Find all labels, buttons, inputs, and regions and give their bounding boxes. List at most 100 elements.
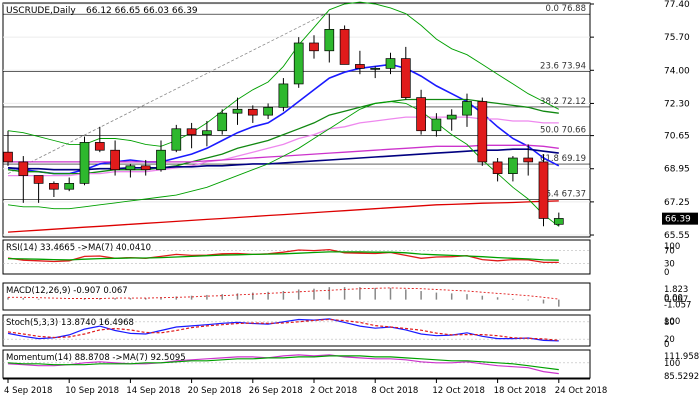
- candle-2: [33, 175, 44, 203]
- candle-0: [3, 130, 13, 166]
- overlay-line-7: [7, 101, 560, 227]
- stoch-series-0: [7, 318, 559, 342]
- price-tick-label: 77.40: [664, 0, 690, 10]
- price-tick-label: 75.70: [664, 33, 690, 43]
- indicator-tick-label: 80: [664, 318, 675, 328]
- candle-body: [140, 165, 151, 171]
- price-panel-border: [2, 2, 591, 238]
- stoch-panel-border: [2, 314, 591, 347]
- candle-36: [553, 212, 564, 227]
- candle-25: [385, 52, 396, 75]
- fib-label: 38.2 72.12: [540, 97, 586, 107]
- candle-body: [293, 42, 304, 85]
- date-tick-label: 2 Oct 2018: [310, 386, 357, 396]
- momentum-series-0: [7, 354, 559, 375]
- rsi-series-1: [7, 251, 559, 261]
- candle-body: [492, 161, 503, 174]
- date-tick-label: 4 Sep 2018: [4, 386, 52, 396]
- candle-5: [79, 136, 90, 186]
- rsi-panel-border: [2, 239, 591, 275]
- candle-body: [370, 67, 381, 70]
- indicator-tick-label: 85.5292: [664, 372, 699, 382]
- indicator-tick-label: 0.067: [664, 295, 688, 305]
- candle-31: [477, 97, 488, 166]
- candle-22: [339, 25, 350, 65]
- candle-body: [508, 157, 518, 174]
- candle-body: [64, 183, 75, 190]
- overlay-line-5: [7, 200, 559, 233]
- candle-15: [232, 97, 243, 125]
- candle-16: [247, 105, 258, 123]
- momentum-panel: 111.9587100 85.5292 Momentum(14) 88.8708 …: [2, 349, 700, 382]
- candle-body: [232, 108, 243, 114]
- candle-29: [446, 109, 457, 131]
- candle-9: [140, 159, 151, 176]
- candle-20: [309, 35, 319, 59]
- candle-18: [278, 78, 289, 112]
- date-tick-label: 18 Oct 2018: [494, 386, 547, 396]
- candle-30: [462, 93, 472, 127]
- fib-label: 50.0 70.66: [540, 125, 586, 135]
- momentum-lines: [3, 354, 590, 375]
- candle-body: [355, 64, 365, 69]
- indicator-tick-label: 0.00: [664, 293, 683, 303]
- candle-12: [186, 122, 197, 149]
- macd-label: MACD(12,26,9) -0.907 0.067: [6, 286, 128, 296]
- indicator-tick-label: -1.057: [664, 300, 691, 310]
- date-tick-label: 10 Sep 2018: [65, 386, 119, 396]
- candle-17: [263, 103, 273, 120]
- rsi-lines: [3, 248, 590, 264]
- indicator-tick-label: 100: [664, 359, 680, 369]
- momentum-panel-border: [2, 349, 591, 379]
- indicator-tick-label: 100: [664, 317, 680, 327]
- fib-label: 0.0 76.88: [545, 4, 586, 14]
- fib-label: 61.8 69.19: [540, 154, 586, 164]
- candle-24: [370, 66, 381, 79]
- candle-32: [492, 158, 503, 182]
- momentum-series-1: [7, 355, 559, 371]
- candle-10: [156, 140, 166, 172]
- candle-body: [125, 165, 136, 171]
- candle-body: [416, 97, 426, 132]
- overlay-line-4: [7, 148, 559, 171]
- candle-4: [64, 177, 75, 192]
- candle-body: [186, 128, 197, 135]
- candle-19: [293, 37, 304, 88]
- candle-33: [508, 156, 518, 182]
- indicator-tick-label: 111.9587: [664, 352, 700, 362]
- candle-1: [18, 156, 29, 203]
- candle-body: [156, 149, 166, 171]
- candle-body: [385, 58, 396, 69]
- fib-label: 76.4 67.37: [540, 190, 586, 200]
- macd-panel-border: [2, 282, 591, 311]
- candle-body: [278, 83, 289, 108]
- candle-body: [477, 101, 488, 163]
- price-panel: 0.0 76.88 23.6 73.94 38.2 72.12 50.0 70.66 6…: [2, 0, 698, 241]
- rsi-label: RSI(14) 33.4665 ->MA(7) 40.0410: [6, 243, 151, 253]
- candle-6: [94, 126, 105, 153]
- ohlc-readout: 66.12 66.65 66.03 66.39: [86, 6, 198, 16]
- fib-label: 23.6 73.94: [540, 61, 586, 71]
- date-tick-label: 14 Sep 2018: [126, 386, 180, 396]
- candle-body: [553, 218, 564, 225]
- candle-26: [400, 46, 411, 100]
- price-tick-label: 74.00: [664, 66, 690, 76]
- candle-body: [538, 161, 549, 219]
- price-tick-label: 65.55: [664, 231, 690, 241]
- price-tick-label: 68.95: [664, 165, 690, 175]
- price-axis: 77.40 75.70 74.00 72.30 70.65 68.95 67.25 65.55…: [590, 0, 698, 241]
- price-tick-label: 67.25: [664, 198, 690, 208]
- indicator-tick-label: 0: [664, 340, 669, 350]
- candle-body: [33, 175, 44, 184]
- candle-body: [247, 108, 258, 116]
- candle-body: [49, 183, 59, 190]
- candle-28: [431, 113, 442, 137]
- candle-body: [171, 128, 182, 151]
- stoch-lines: [3, 318, 590, 342]
- indicator-tick-label: 30: [664, 259, 675, 269]
